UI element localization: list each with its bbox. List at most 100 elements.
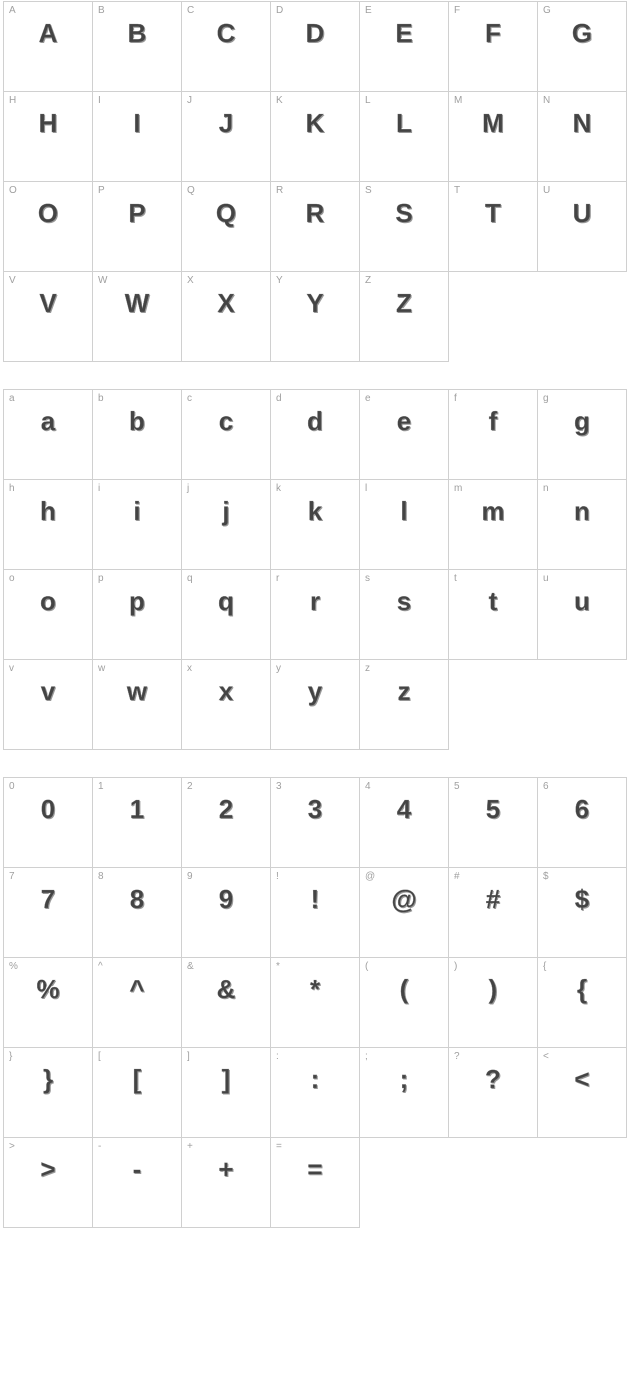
- glyph-cell: hh: [3, 479, 93, 570]
- cell-label: W: [98, 275, 107, 286]
- cell-label: b: [98, 393, 104, 404]
- cell-label: +: [187, 1141, 193, 1152]
- glyph-cell: ;;: [359, 1047, 449, 1138]
- glyph-cell: 88: [92, 867, 182, 958]
- cell-label: B: [98, 5, 105, 16]
- glyph-cell: cc: [181, 389, 271, 480]
- cell-label: #: [454, 871, 460, 882]
- cell-glyph: 3: [271, 794, 359, 825]
- cell-label: S: [365, 185, 372, 196]
- cell-label: h: [9, 483, 15, 494]
- cell-label: f: [454, 393, 457, 404]
- glyph-cell: ^^: [92, 957, 182, 1048]
- cell-label: 8: [98, 871, 104, 882]
- cell-glyph: B: [93, 18, 181, 49]
- cell-glyph: N: [538, 108, 626, 139]
- glyph-cell: ??: [448, 1047, 538, 1138]
- cell-glyph: G: [538, 18, 626, 49]
- cell-glyph: ): [449, 974, 537, 1005]
- glyph-cell: 99: [181, 867, 271, 958]
- cell-label: g: [543, 393, 549, 404]
- cell-label: 5: [454, 781, 460, 792]
- cell-label: d: [276, 393, 282, 404]
- glyph-cell: 11: [92, 777, 182, 868]
- cell-glyph: a: [4, 406, 92, 437]
- cell-label: X: [187, 275, 194, 286]
- section-uppercase: AABBCCDDEEFFGGHHIIJJKKLLMMNNOOPPQQRRSSTT…: [0, 2, 640, 362]
- cell-glyph: ^: [93, 974, 181, 1005]
- cell-glyph: P: [93, 198, 181, 229]
- cell-glyph: !: [271, 884, 359, 915]
- glyph-cell: ##: [448, 867, 538, 958]
- cell-label: ?: [454, 1051, 460, 1062]
- cell-label: n: [543, 483, 549, 494]
- cell-label: (: [365, 961, 368, 972]
- cell-label: ^: [98, 961, 103, 972]
- cell-glyph: E: [360, 18, 448, 49]
- cell-glyph: %: [4, 974, 92, 1005]
- glyph-cell: ii: [92, 479, 182, 570]
- cell-label: >: [9, 1141, 15, 1152]
- glyph-cell: ::: [270, 1047, 360, 1138]
- glyph-cell: [[: [92, 1047, 182, 1138]
- cell-label: j: [187, 483, 189, 494]
- cell-label: c: [187, 393, 192, 404]
- cell-label: L: [365, 95, 371, 106]
- glyph-cell: 00: [3, 777, 93, 868]
- section-symbols: 00112233445566778899!!@@##$$%%^^&&**(())…: [0, 778, 640, 1228]
- cell-glyph: L: [360, 108, 448, 139]
- cell-glyph: W: [93, 288, 181, 319]
- cell-label: %: [9, 961, 18, 972]
- cell-glyph: @: [360, 884, 448, 915]
- glyph-cell: GG: [537, 1, 627, 92]
- glyph-cell: FF: [448, 1, 538, 92]
- cell-label: z: [365, 663, 370, 674]
- glyph-cell: ll: [359, 479, 449, 570]
- glyph-cell: ZZ: [359, 271, 449, 362]
- cell-glyph: F: [449, 18, 537, 49]
- cell-label: :: [276, 1051, 279, 1062]
- cell-glyph: f: [449, 406, 537, 437]
- glyph-cell: YY: [270, 271, 360, 362]
- cell-label: 2: [187, 781, 193, 792]
- glyph-cell: oo: [3, 569, 93, 660]
- cell-label: u: [543, 573, 549, 584]
- glyph-cell: RR: [270, 181, 360, 272]
- cell-glyph: 6: [538, 794, 626, 825]
- cell-glyph: u: [538, 586, 626, 617]
- cell-glyph: C: [182, 18, 270, 49]
- cell-glyph: 9: [182, 884, 270, 915]
- cell-label: ]: [187, 1051, 190, 1062]
- cell-glyph: H: [4, 108, 92, 139]
- glyph-cell: ww: [92, 659, 182, 750]
- cell-label: D: [276, 5, 283, 16]
- cell-glyph: T: [449, 198, 537, 229]
- empty-cell: [448, 1137, 538, 1228]
- cell-glyph: g: [538, 406, 626, 437]
- cell-glyph: :: [271, 1064, 359, 1095]
- cell-label: K: [276, 95, 283, 106]
- cell-label: 0: [9, 781, 15, 792]
- cell-label: U: [543, 185, 550, 196]
- glyph-cell: qq: [181, 569, 271, 660]
- cell-label: l: [365, 483, 367, 494]
- glyph-cell: ==: [270, 1137, 360, 1228]
- cell-glyph: J: [182, 108, 270, 139]
- cell-glyph: q: [182, 586, 270, 617]
- cell-label: O: [9, 185, 17, 196]
- cell-label: M: [454, 95, 462, 106]
- cell-glyph: l: [360, 496, 448, 527]
- glyph-cell: DD: [270, 1, 360, 92]
- cell-glyph: s: [360, 586, 448, 617]
- cell-label: P: [98, 185, 105, 196]
- empty-cell: [537, 1137, 627, 1228]
- glyph-cell: UU: [537, 181, 627, 272]
- cell-glyph: D: [271, 18, 359, 49]
- cell-label: Q: [187, 185, 195, 196]
- cell-glyph: Y: [271, 288, 359, 319]
- cell-glyph: 4: [360, 794, 448, 825]
- cell-glyph: X: [182, 288, 270, 319]
- cell-label: 6: [543, 781, 549, 792]
- glyph-cell: ]]: [181, 1047, 271, 1138]
- glyph-cell: **: [270, 957, 360, 1048]
